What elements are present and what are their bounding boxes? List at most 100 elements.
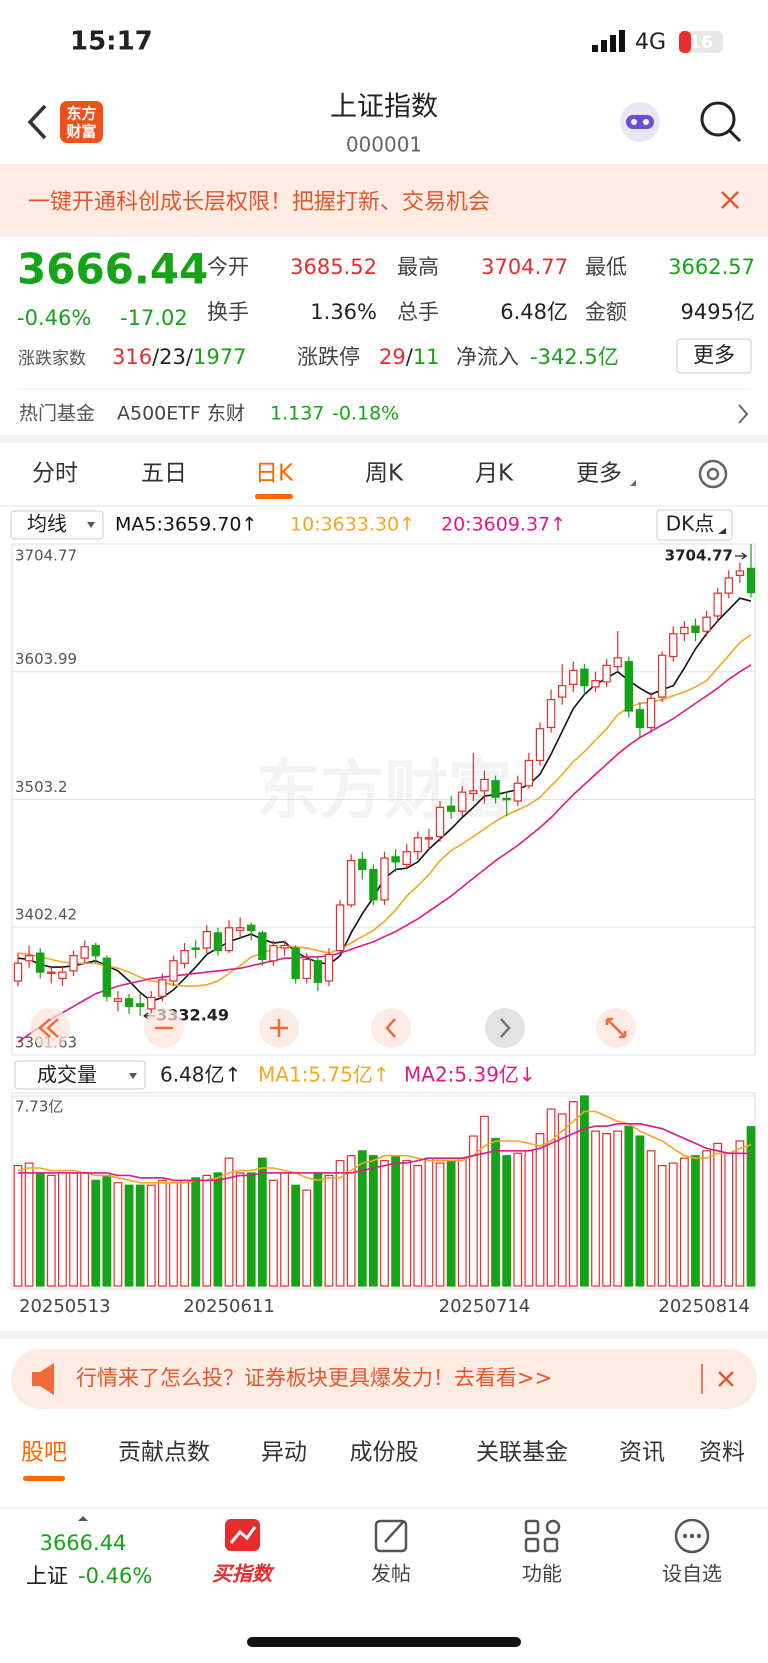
candle-body — [657, 654, 667, 698]
candle-body — [135, 1003, 145, 1007]
ad-bar[interactable] — [11, 1349, 757, 1409]
post-pen — [384, 1520, 405, 1543]
breadth-part: 23 — [159, 345, 186, 369]
volume-bar — [357, 1150, 367, 1287]
volume-bar — [135, 1184, 145, 1287]
signal-icon — [592, 30, 625, 52]
function-icon[interactable] — [524, 1519, 561, 1553]
settings-icon[interactable] — [698, 459, 728, 489]
ma-line — [17, 664, 752, 1043]
megaphone-icon — [32, 1363, 54, 1395]
fund-arrow[interactable] — [738, 404, 749, 424]
candle-body — [91, 944, 100, 957]
volume-bar — [557, 1113, 567, 1287]
status-time: 15:17 — [70, 27, 153, 57]
nav-label[interactable]: 发帖 — [371, 1562, 411, 1586]
field-label: 最高 — [397, 255, 439, 279]
tab[interactable]: 五日 — [141, 461, 187, 487]
dk-button[interactable] — [656, 509, 733, 541]
candle-body — [435, 806, 445, 838]
watchlist-icon[interactable] — [674, 1518, 710, 1554]
breadth-part: 1977 — [193, 345, 246, 369]
logo[interactable] — [60, 101, 103, 143]
sub-tab[interactable]: 资讯 — [619, 1440, 665, 1466]
volume-bar — [480, 1115, 489, 1287]
indicator-select[interactable] — [10, 510, 104, 540]
candle-body — [635, 709, 645, 729]
move-right[interactable] — [485, 1008, 525, 1048]
volume-bar — [335, 1160, 345, 1287]
sub-tab[interactable]: 资料 — [699, 1440, 745, 1466]
sub-tab[interactable]: 股吧 — [21, 1440, 67, 1466]
candle-body — [724, 577, 733, 594]
candle-body — [158, 979, 167, 997]
candle-body — [24, 955, 34, 962]
candle-body — [269, 944, 278, 962]
nav-label[interactable]: 设自选 — [662, 1562, 722, 1586]
candle-body — [335, 904, 345, 952]
candle-body — [669, 633, 678, 658]
sub-tab[interactable]: 贡献点数 — [118, 1440, 210, 1466]
candle-body — [602, 664, 611, 683]
volume-bar — [613, 1130, 623, 1287]
search-button[interactable] — [700, 101, 742, 143]
candle-body — [191, 947, 200, 950]
indicator-text[interactable]: 均线 — [27, 512, 67, 536]
volume-bar — [668, 1162, 678, 1287]
dk-text[interactable]: DK点 — [666, 512, 715, 536]
y-tick-label: 3704.77 — [15, 547, 77, 565]
breadth-label: 涨跌家数 — [18, 349, 86, 369]
candle-body — [535, 728, 545, 762]
more-arrow — [630, 480, 636, 486]
sub-tab[interactable]: 成份股 — [350, 1440, 419, 1466]
volume-bar — [291, 1184, 301, 1287]
candle-body — [624, 660, 634, 712]
candle-body — [580, 668, 589, 687]
y-tick-label: 3603.99 — [15, 650, 77, 668]
tab[interactable]: 分时 — [32, 461, 78, 487]
sub-tab[interactable]: 异动 — [261, 1440, 307, 1466]
candle-body — [613, 657, 622, 668]
change-pct: -0.46% — [17, 306, 91, 330]
banner-text[interactable]: 一键开通科创成长层权限！把握打新、交易机会 — [28, 190, 490, 215]
post-icon[interactable] — [374, 1519, 408, 1553]
volume-bar — [280, 1172, 289, 1287]
tab[interactable]: 日K — [255, 461, 294, 487]
move-left[interactable] — [371, 1008, 411, 1048]
ad-close[interactable] — [718, 1371, 734, 1387]
field-value: 3704.77 — [481, 255, 568, 279]
legend-item: 6.48亿↑ — [160, 1063, 241, 1087]
sub-tab-underline — [23, 1476, 65, 1481]
sub-tab[interactable]: 关联基金 — [476, 1440, 568, 1466]
tab[interactable]: 周K — [365, 461, 404, 487]
candle-body — [424, 837, 434, 840]
banner[interactable] — [0, 164, 768, 237]
zoom-far-left[interactable] — [30, 1008, 70, 1048]
volume-bar — [191, 1177, 201, 1287]
nav-label[interactable]: 买指数 — [212, 1562, 275, 1586]
volume-bar — [69, 1172, 78, 1287]
tab[interactable]: 更多 — [576, 461, 622, 487]
logo-text: 东方 — [66, 105, 96, 123]
volume-bar — [246, 1172, 256, 1287]
volume-select[interactable] — [14, 1060, 146, 1090]
volume-bar — [269, 1179, 278, 1287]
breadth-part: 316 — [112, 345, 152, 369]
fund-name[interactable]: A500ETF 东财 — [117, 403, 245, 425]
candle-body — [280, 944, 289, 949]
candle-body — [557, 685, 567, 698]
back-button[interactable] — [27, 104, 47, 140]
assistant-icon[interactable] — [620, 102, 660, 142]
battery-text: 16 — [689, 33, 713, 53]
ad-text[interactable]: 行情来了怎么投？证券板块更具爆发力！去看看>> — [76, 1366, 552, 1390]
volume-bar — [635, 1135, 645, 1287]
more-text[interactable]: 更多 — [693, 343, 735, 367]
volume-select-text[interactable]: 成交量 — [37, 1063, 97, 1087]
tab[interactable]: 月K — [475, 461, 514, 487]
banner-close[interactable] — [721, 191, 739, 209]
more-button[interactable] — [676, 338, 752, 374]
candle-body — [13, 962, 23, 982]
field-value: 9495亿 — [681, 300, 755, 324]
up-mark — [78, 1516, 88, 1521]
nav-label[interactable]: 功能 — [522, 1562, 562, 1586]
